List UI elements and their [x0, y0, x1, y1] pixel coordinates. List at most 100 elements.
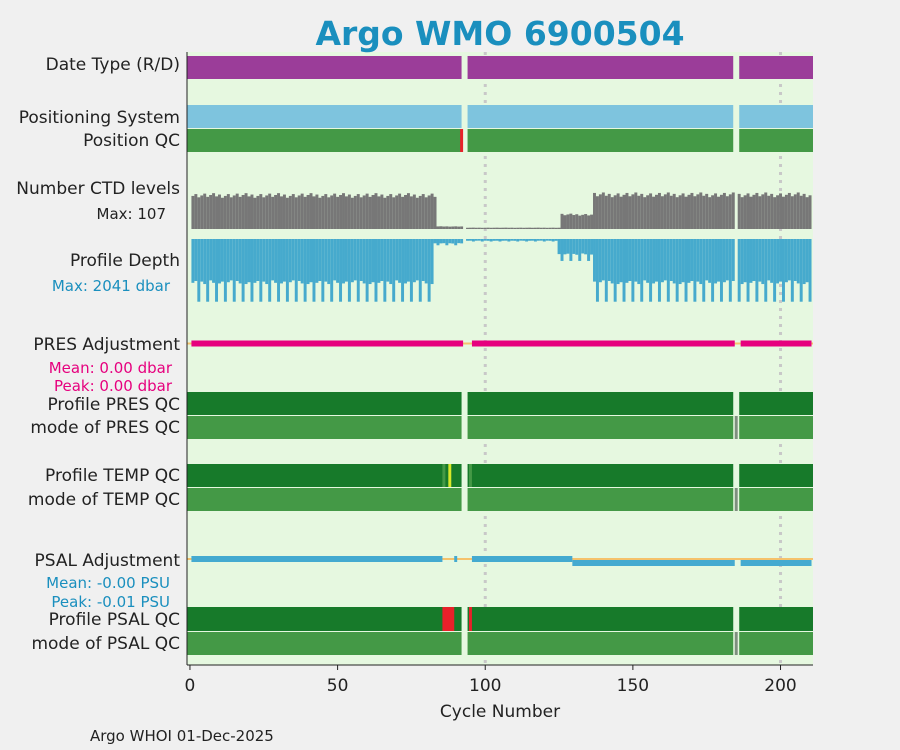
ctd-level-bar — [784, 194, 788, 229]
ctd-level-bar — [339, 195, 343, 229]
ctd-level-bar — [781, 196, 785, 229]
ctd-level-bar — [802, 193, 806, 229]
profile-depth-bar — [610, 239, 614, 284]
ctd-level-bar — [799, 195, 803, 229]
ctd-level-bar — [619, 196, 623, 229]
profile-depth-bar — [613, 239, 617, 302]
ctd-level-bar — [722, 192, 726, 229]
profile-depth-bar — [474, 239, 478, 241]
ctd-level-bar — [610, 197, 614, 229]
ctd-level-bar — [761, 194, 765, 229]
profile-depth-bar — [359, 239, 363, 282]
profile-depth-bar — [457, 239, 461, 244]
ctd-level-bar — [595, 196, 599, 229]
profile-depth-bar — [504, 239, 508, 241]
ctd-level-bar — [342, 193, 345, 229]
mode-pres-qc-gray-flag — [734, 416, 738, 439]
profile-depth-bar — [445, 239, 449, 246]
ctd-level-bar — [749, 196, 753, 229]
profile-depth-bar — [253, 239, 257, 283]
ctd-level-bar — [510, 227, 514, 229]
ctd-level-bar — [717, 196, 720, 229]
ctd-level-bar — [607, 193, 611, 229]
ctd-level-bar — [380, 194, 384, 229]
psal-qc-bad-flag — [468, 607, 472, 631]
ctd-level-bar — [495, 227, 499, 229]
profile-depth-bar — [297, 239, 301, 282]
profile-depth-bar — [238, 239, 242, 284]
mode-temp-qc-strip — [467, 488, 734, 511]
ctd-level-bar — [297, 195, 301, 229]
ctd-level-bar — [235, 193, 239, 229]
profile-depth-bar — [433, 239, 437, 244]
ctd-level-bar — [714, 193, 718, 229]
ctd-level-bar — [466, 227, 469, 229]
profile-depth-bar — [528, 239, 532, 241]
ctd-level-bar — [569, 213, 573, 229]
ctd-level-bar — [622, 194, 626, 229]
ctd-level-bar — [356, 194, 360, 229]
ctd-level-bar — [498, 227, 502, 229]
ctd-level-bar — [519, 227, 523, 229]
profile-depth-bar — [409, 239, 413, 302]
ctd-level-bar — [725, 196, 729, 229]
profile-depth-bar — [244, 239, 248, 285]
profile-depth-bar — [285, 239, 289, 302]
mode-temp-qc-strip — [187, 488, 462, 511]
ctd-level-bar — [693, 196, 697, 229]
profile-depth-bar — [259, 239, 263, 302]
ctd-level-bar — [421, 194, 425, 229]
ctd-level-bar — [637, 195, 641, 229]
psal-qc-bad-flag — [442, 607, 455, 631]
profile-depth-bar — [781, 239, 785, 302]
label-data-type: Date Type (R/D) — [46, 55, 180, 75]
ctd-level-bar — [631, 194, 635, 229]
ctd-level-bar — [551, 227, 555, 229]
ctd-level-bar — [684, 196, 688, 229]
profile-depth-bar — [282, 239, 286, 282]
label-psal-mean: Mean: -0.00 PSU — [46, 574, 170, 592]
ctd-level-bar — [590, 214, 594, 229]
ctd-level-bar — [203, 193, 207, 229]
profile-depth-bar — [787, 239, 791, 281]
ctd-level-bar — [194, 194, 198, 229]
profile-depth-bar — [808, 239, 812, 302]
profile-depth-bar — [483, 239, 487, 241]
ctd-level-bar — [418, 195, 422, 229]
ctd-level-bar — [776, 195, 780, 229]
ctd-level-bar — [271, 196, 275, 229]
ctd-level-bar — [215, 196, 219, 229]
profile-depth-bar — [640, 239, 644, 302]
profile-depth-bar — [336, 239, 340, 283]
ctd-level-bar — [280, 196, 283, 229]
profile-depth-bar — [625, 239, 629, 283]
ctd-level-bar — [471, 227, 475, 229]
ctd-level-bar — [563, 215, 567, 229]
profile-psal-qc-strip — [187, 607, 462, 631]
pres-adjustment-segment — [471, 340, 735, 347]
ctd-level-bar — [427, 195, 431, 229]
ctd-level-bar — [634, 192, 638, 229]
profile-depth-bar — [448, 239, 452, 244]
ctd-level-bar — [460, 226, 464, 229]
x-axis-label: Cycle Number — [440, 702, 560, 722]
profile-depth-bar — [229, 239, 233, 281]
ctd-level-bar — [200, 195, 204, 229]
ctd-level-bar — [436, 226, 440, 229]
position-qc-strip — [467, 129, 734, 152]
profile-depth-bar — [764, 239, 768, 302]
ctd-level-bar — [598, 194, 602, 229]
label-psal-adjustment: PSAL Adjustment — [35, 551, 181, 571]
mode-pres-qc-strip — [187, 416, 462, 439]
ctd-level-bar — [477, 227, 481, 229]
ctd-level-bar — [767, 195, 771, 229]
chart-title: Argo WMO 6900504 — [315, 14, 684, 53]
profile-depth-bar — [631, 239, 635, 302]
ctd-level-bar — [244, 193, 248, 229]
ctd-level-bar — [336, 196, 340, 229]
ctd-level-bar — [324, 194, 328, 229]
ctd-level-bar — [218, 194, 221, 229]
label-position-qc: Position QC — [83, 131, 180, 151]
profile-depth-bar — [333, 239, 337, 281]
